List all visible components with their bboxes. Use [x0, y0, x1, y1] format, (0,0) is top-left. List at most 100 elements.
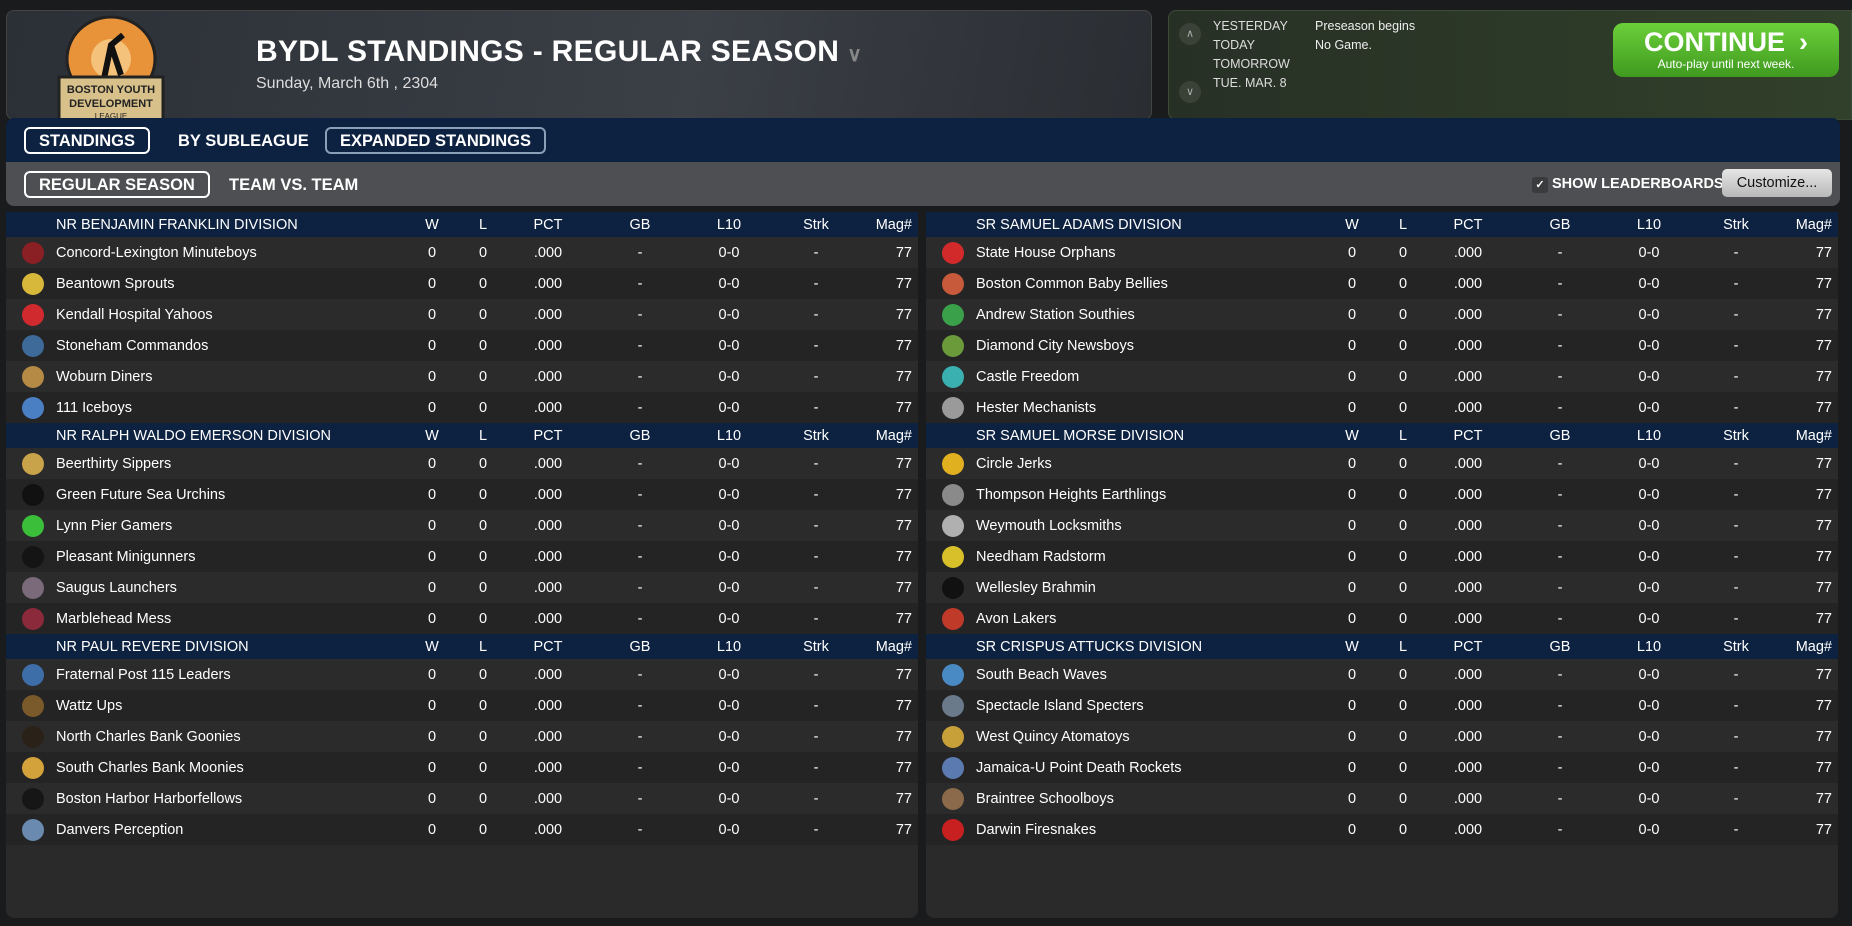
team-name[interactable]: South Beach Waves: [976, 666, 1107, 683]
team-name[interactable]: Concord-Lexington Minuteboys: [56, 244, 257, 261]
column-header-pct[interactable]: PCT: [1453, 216, 1483, 233]
customize-button[interactable]: Customize...: [1722, 169, 1832, 197]
column-header-l10[interactable]: L10: [716, 427, 742, 444]
tab-standings[interactable]: STANDINGS: [24, 127, 150, 154]
column-header-w[interactable]: W: [425, 216, 439, 233]
table-row[interactable]: Castle Freedom 0 0 .000 - 0-0 - 77: [926, 361, 1838, 392]
chevron-up-icon[interactable]: ∧: [1179, 23, 1201, 45]
table-row[interactable]: 111 Iceboys 0 0 .000 - 0-0 - 77: [6, 392, 918, 423]
team-name[interactable]: North Charles Bank Goonies: [56, 728, 241, 745]
column-header-gb[interactable]: GB: [629, 638, 651, 655]
team-name[interactable]: Braintree Schoolboys: [976, 790, 1114, 807]
team-name[interactable]: Kendall Hospital Yahoos: [56, 306, 213, 323]
column-header-w[interactable]: W: [425, 638, 439, 655]
table-row[interactable]: Diamond City Newsboys 0 0 .000 - 0-0 - 77: [926, 330, 1838, 361]
team-name[interactable]: Andrew Station Southies: [976, 306, 1135, 323]
column-header-w[interactable]: W: [1345, 427, 1359, 444]
column-header-gb[interactable]: GB: [1549, 427, 1571, 444]
team-name[interactable]: Boston Harbor Harborfellows: [56, 790, 243, 807]
table-row[interactable]: Spectacle Island Specters 0 0 .000 - 0-0 - 77: [926, 690, 1838, 721]
table-row[interactable]: Wattz Ups 0 0 .000 - 0-0 - 77: [6, 690, 918, 721]
table-row[interactable]: Danvers Perception 0 0 .000 - 0-0 - 77: [6, 814, 918, 845]
table-row[interactable]: Wellesley Brahmin 0 0 .000 - 0-0 - 77: [926, 572, 1838, 603]
column-header-magnum[interactable]: Mag#: [1795, 638, 1832, 655]
table-row[interactable]: Braintree Schoolboys 0 0 .000 - 0-0 - 77: [926, 783, 1838, 814]
column-header-magnum[interactable]: Mag#: [875, 638, 912, 655]
team-name[interactable]: Marblehead Mess: [56, 610, 172, 627]
team-name[interactable]: 111 Iceboys: [56, 399, 133, 416]
table-row[interactable]: Saugus Launchers 0 0 .000 - 0-0 - 77: [6, 572, 918, 603]
table-row[interactable]: North Charles Bank Goonies 0 0 .000 - 0-0 - 77: [6, 721, 918, 752]
table-row[interactable]: Avon Lakers 0 0 .000 - 0-0 - 77: [926, 603, 1838, 634]
column-header-l10[interactable]: L10: [1636, 427, 1662, 444]
column-header-gb[interactable]: GB: [1549, 216, 1571, 233]
team-name[interactable]: Spectacle Island Specters: [976, 697, 1144, 714]
team-name[interactable]: Darwin Firesnakes: [976, 821, 1097, 838]
team-name[interactable]: Needham Radstorm: [976, 548, 1106, 565]
column-header-strk[interactable]: Strk: [803, 427, 829, 444]
team-name[interactable]: Circle Jerks: [976, 455, 1052, 472]
team-name[interactable]: Woburn Diners: [56, 368, 153, 385]
table-row[interactable]: Thompson Heights Earthlings 0 0 .000 - 0-0 - 77: [926, 479, 1838, 510]
column-header-magnum[interactable]: Mag#: [875, 427, 912, 444]
column-header-l10[interactable]: L10: [1636, 216, 1662, 233]
table-row[interactable]: Weymouth Locksmiths 0 0 .000 - 0-0 - 77: [926, 510, 1838, 541]
continue-button[interactable]: CONTINUE › Auto-play until next week.: [1613, 23, 1839, 77]
table-row[interactable]: Boston Common Baby Bellies 0 0 .000 - 0-0 - 77: [926, 268, 1838, 299]
team-name[interactable]: Thompson Heights Earthlings: [976, 486, 1167, 503]
tab-by-subleague[interactable]: BY SUBLEAGUE: [178, 132, 309, 150]
table-row[interactable]: West Quincy Atomatoys 0 0 .000 - 0-0 - 77: [926, 721, 1838, 752]
column-header-gb[interactable]: GB: [629, 216, 651, 233]
table-row[interactable]: Circle Jerks 0 0 .000 - 0-0 - 77: [926, 448, 1838, 479]
column-header-l[interactable]: L: [1398, 427, 1408, 444]
team-name[interactable]: Green Future Sea Urchins: [56, 486, 226, 503]
column-header-gb[interactable]: GB: [629, 427, 651, 444]
table-row[interactable]: Hester Mechanists 0 0 .000 - 0-0 - 77: [926, 392, 1838, 423]
team-name[interactable]: Lynn Pier Gamers: [56, 517, 173, 534]
tab-expanded-standings[interactable]: EXPANDED STANDINGS: [325, 127, 546, 154]
column-header-pct[interactable]: PCT: [533, 638, 563, 655]
column-header-gb[interactable]: GB: [1549, 638, 1571, 655]
team-name[interactable]: Jamaica-U Point Death Rockets: [976, 759, 1182, 776]
team-name[interactable]: State House Orphans: [976, 244, 1116, 261]
table-row[interactable]: South Beach Waves 0 0 .000 - 0-0 - 77: [926, 659, 1838, 690]
table-row[interactable]: Boston Harbor Harborfellows 0 0 .000 - 0-0 - 77: [6, 783, 918, 814]
column-header-l[interactable]: L: [1398, 216, 1408, 233]
column-header-w[interactable]: W: [1345, 638, 1359, 655]
team-name[interactable]: Danvers Perception: [56, 821, 184, 838]
table-row[interactable]: State House Orphans 0 0 .000 - 0-0 - 77: [926, 237, 1838, 268]
tab-team-vs-team[interactable]: TEAM VS. TEAM: [229, 176, 359, 194]
column-header-pct[interactable]: PCT: [1453, 638, 1483, 655]
column-header-l[interactable]: L: [1398, 638, 1408, 655]
team-name[interactable]: Beantown Sprouts: [56, 275, 175, 292]
team-name[interactable]: Weymouth Locksmiths: [976, 517, 1122, 534]
table-row[interactable]: Woburn Diners 0 0 .000 - 0-0 - 77: [6, 361, 918, 392]
column-header-magnum[interactable]: Mag#: [875, 216, 912, 233]
table-row[interactable]: Darwin Firesnakes 0 0 .000 - 0-0 - 77: [926, 814, 1838, 845]
column-header-w[interactable]: W: [1345, 216, 1359, 233]
team-name[interactable]: Pleasant Minigunners: [56, 548, 196, 565]
team-name[interactable]: Boston Common Baby Bellies: [976, 275, 1168, 292]
table-row[interactable]: Lynn Pier Gamers 0 0 .000 - 0-0 - 77: [6, 510, 918, 541]
team-name[interactable]: Beerthirty Sippers: [56, 455, 172, 472]
column-header-strk[interactable]: Strk: [1723, 216, 1749, 233]
column-header-l[interactable]: L: [478, 638, 488, 655]
column-header-l10[interactable]: L10: [716, 638, 742, 655]
table-row[interactable]: Pleasant Minigunners 0 0 .000 - 0-0 - 77: [6, 541, 918, 572]
page-title[interactable]: BYDL STANDINGS - REGULAR SEASON ∨: [256, 35, 863, 68]
team-name[interactable]: Diamond City Newsboys: [976, 337, 1134, 354]
column-header-pct[interactable]: PCT: [1453, 427, 1483, 444]
column-header-magnum[interactable]: Mag#: [1795, 427, 1832, 444]
show-leaderboards-checkbox[interactable]: ✓ SHOW LEADERBOARDS: [1532, 176, 1724, 193]
team-name[interactable]: Fraternal Post 115 Leaders: [56, 666, 231, 683]
table-row[interactable]: Stoneham Commandos 0 0 .000 - 0-0 - 77: [6, 330, 918, 361]
column-header-strk[interactable]: Strk: [803, 216, 829, 233]
column-header-w[interactable]: W: [425, 427, 439, 444]
column-header-l10[interactable]: L10: [1636, 638, 1662, 655]
team-name[interactable]: Avon Lakers: [976, 610, 1057, 627]
team-name[interactable]: Castle Freedom: [976, 368, 1080, 385]
table-row[interactable]: Fraternal Post 115 Leaders 0 0 .000 - 0-0 - 77: [6, 659, 918, 690]
team-name[interactable]: West Quincy Atomatoys: [976, 728, 1130, 745]
team-name[interactable]: Hester Mechanists: [976, 399, 1097, 416]
column-header-l10[interactable]: L10: [716, 216, 742, 233]
